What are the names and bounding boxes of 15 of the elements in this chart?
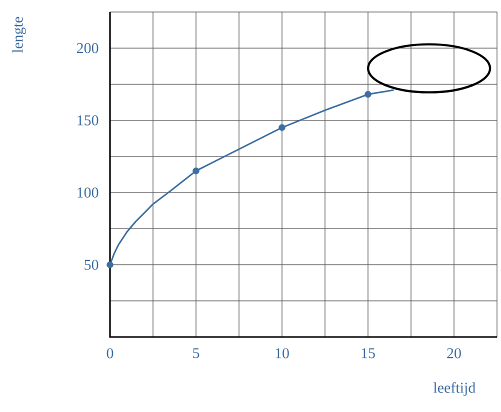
y-tick-label: 200 xyxy=(76,43,98,54)
x-tick-label: 15 xyxy=(362,348,375,358)
y-tick-label: 50 xyxy=(84,260,98,270)
y-tick-label: 100 xyxy=(78,188,98,198)
x-axis-title: leeftijd xyxy=(433,382,476,396)
x-tick-label: 10 xyxy=(276,348,289,358)
x-tick-label: 5 xyxy=(193,348,200,358)
y-axis-title: lengte xyxy=(12,16,26,53)
y-tick-label: 150 xyxy=(78,115,98,126)
x-tick-label: 0 xyxy=(106,348,114,358)
x-tick-label: 20 xyxy=(447,348,461,358)
point xyxy=(364,90,372,98)
point xyxy=(106,261,114,268)
point xyxy=(192,168,200,174)
point xyxy=(278,124,286,131)
